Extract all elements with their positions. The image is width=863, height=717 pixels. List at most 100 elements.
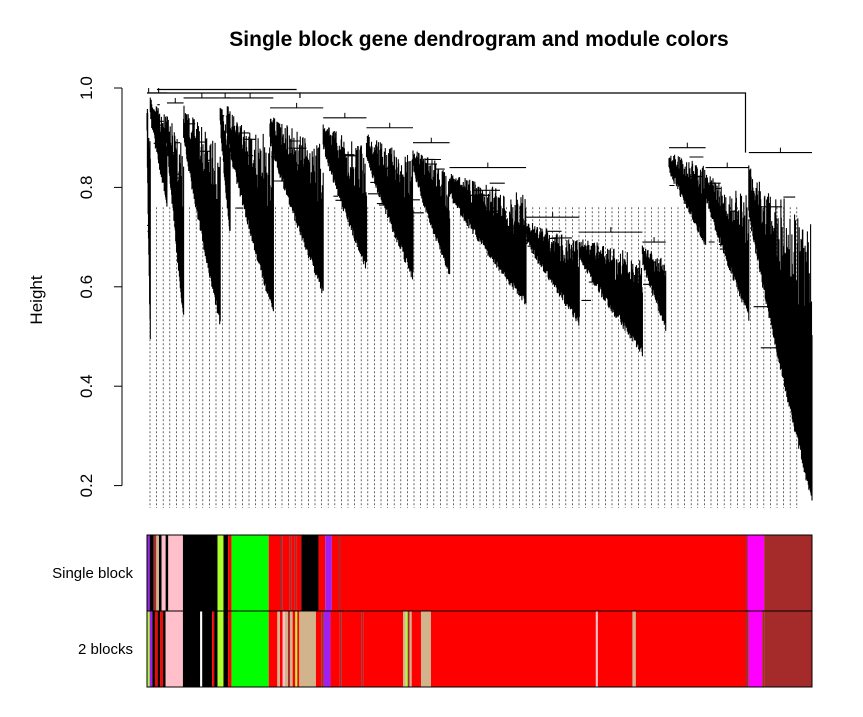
color-row — [147, 535, 812, 611]
module-color-segment — [182, 611, 201, 687]
dendrogram-branch — [226, 92, 274, 312]
module-color-segment — [282, 535, 290, 611]
module-color-segment — [409, 611, 412, 687]
module-color-segment — [153, 535, 157, 611]
chart-title: Single block gene dendrogram and module … — [229, 28, 728, 51]
module-color-segment — [223, 611, 229, 687]
dendrogram-tree — [146, 88, 813, 501]
module-color-segment — [217, 535, 224, 611]
y-tick-label: 0.8 — [77, 176, 96, 200]
module-color-segment — [168, 535, 183, 611]
module-color-segment — [361, 611, 364, 687]
module-color-segment — [764, 611, 812, 687]
module-color-segment — [156, 535, 159, 611]
module-color-segment — [297, 611, 300, 687]
module-color-segment — [165, 611, 183, 687]
dendrogram-branch — [149, 88, 168, 207]
module-color-segment — [282, 611, 285, 687]
dendrogram-branch — [705, 162, 750, 321]
module-color-segment — [202, 611, 213, 687]
module-color-segment — [301, 535, 319, 611]
color-row-label: Single block — [52, 565, 133, 582]
module-color-segment — [407, 611, 410, 687]
module-color-segment — [154, 611, 158, 687]
module-color-segment — [405, 611, 408, 687]
y-tick-label: 0.4 — [77, 374, 96, 398]
y-tick-label: 0.6 — [77, 275, 96, 299]
module-color-segment — [231, 535, 269, 611]
dendrogram-branch — [748, 147, 813, 501]
dendrogram-branch — [166, 97, 185, 315]
dendrogram-branch — [578, 227, 643, 357]
module-color-segment — [217, 611, 224, 687]
module-color-segment — [411, 611, 421, 687]
module-color-segment — [363, 611, 404, 687]
module-color-bars — [146, 534, 813, 688]
dendrogram-branch — [365, 122, 414, 280]
module-color-segment — [149, 535, 154, 611]
color-row-label: 2 blocks — [78, 641, 133, 658]
module-color-segment — [200, 611, 203, 687]
module-color-segment — [341, 611, 362, 687]
module-color-segment — [228, 535, 232, 611]
module-color-segment — [182, 535, 218, 611]
module-color-segment — [338, 535, 341, 611]
module-color-segment — [745, 535, 748, 611]
module-color-segment — [339, 611, 342, 687]
dendrogram-branch — [641, 237, 667, 331]
module-color-segment — [268, 611, 278, 687]
y-tick-label: 1.0 — [77, 76, 96, 100]
module-color-segment — [294, 535, 297, 611]
module-color-segment — [152, 611, 155, 687]
dendrogram-branch — [146, 88, 151, 340]
dendrogram-branch — [183, 92, 221, 325]
module-color-segment — [289, 535, 292, 611]
module-color-segment — [632, 611, 636, 687]
y-axis: 0.2 0.4 0.6 0.8 1.0 — [77, 76, 123, 497]
module-color-segment — [160, 611, 163, 687]
dendrogram-branch — [412, 137, 451, 275]
module-color-segment — [268, 535, 280, 611]
module-color-segment — [430, 611, 596, 687]
module-color-segment — [745, 611, 749, 687]
module-color-segment — [158, 535, 162, 611]
module-color-segment — [597, 611, 633, 687]
dendrogram-branch — [525, 212, 580, 326]
module-color-segment — [161, 535, 166, 611]
module-color-segment — [296, 535, 302, 611]
module-color-segment — [162, 611, 166, 687]
module-color-segment — [289, 611, 293, 687]
module-color-segment — [223, 535, 229, 611]
module-color-segment — [284, 611, 288, 687]
dendrogram-branch — [269, 102, 324, 294]
module-color-segment — [325, 535, 332, 611]
color-row-labels: Single block 2 blocks — [52, 565, 133, 658]
module-color-segment — [277, 611, 280, 687]
leaf-guide-lines — [149, 207, 798, 508]
module-color-segment — [595, 611, 598, 687]
module-color-segment — [280, 611, 283, 687]
dendrogram-root-link — [147, 92, 301, 98]
y-axis-label: Height — [27, 275, 46, 324]
module-color-segment — [291, 535, 295, 611]
module-color-segment — [147, 535, 150, 611]
module-color-segment — [315, 611, 322, 687]
module-color-segment — [762, 611, 765, 687]
dendrogram-branch — [449, 162, 527, 305]
module-color-segment — [280, 535, 283, 611]
module-color-segment — [165, 535, 169, 611]
module-color-segment — [323, 611, 331, 687]
module-color-segment — [340, 535, 746, 611]
module-color-segment — [149, 611, 153, 687]
module-color-segment — [295, 611, 298, 687]
color-row — [147, 611, 812, 687]
module-color-segment — [321, 611, 324, 687]
module-color-segment — [147, 611, 150, 687]
module-color-segment — [330, 611, 340, 687]
module-color-segment — [748, 611, 763, 687]
module-color-segment — [228, 611, 232, 687]
module-color-segment — [299, 611, 316, 687]
module-color-segment — [287, 611, 290, 687]
module-color-segment — [157, 611, 161, 687]
